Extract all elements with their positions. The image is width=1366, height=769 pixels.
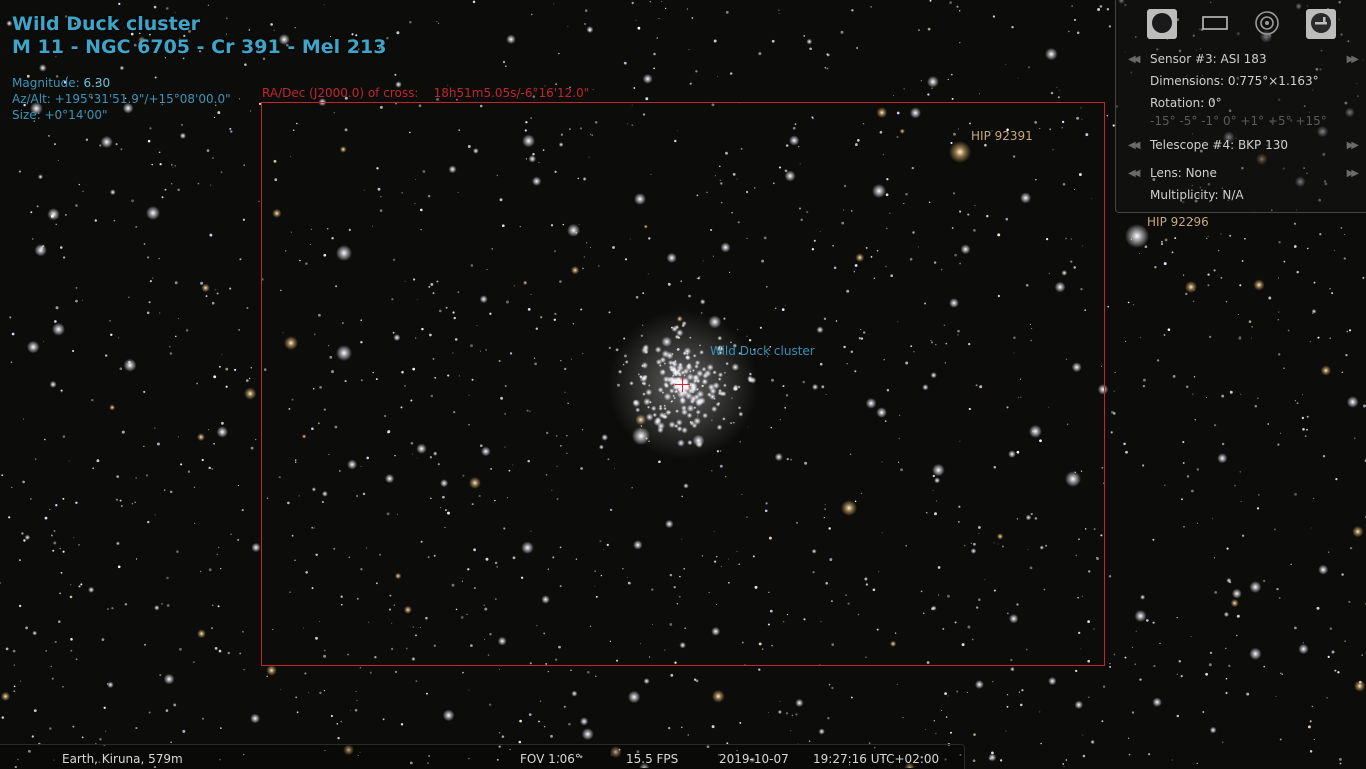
time-text[interactable]: 19:27:16 UTC+02:00	[813, 752, 940, 766]
object-title: Wild Duck cluster M 11 - NGC 6705 - Cr 3…	[12, 13, 386, 59]
ccd-sensor-frame	[261, 102, 1105, 666]
dimensions-row: Dimensions: 0.775°×1.163°	[1116, 74, 1366, 92]
prev-telescope-icon[interactable]: ◀◀	[1128, 140, 1141, 151]
rotation-steps-row: -15° -5° -1° 0° +1° +5° +15°	[1116, 114, 1366, 132]
lens-row: ◀◀ Lens: None ▶▶	[1116, 166, 1366, 184]
telescope-row: ◀◀ Telescope #4: BKP 130 ▶▶	[1116, 138, 1366, 156]
fps-text: 15.5 FPS	[626, 752, 679, 766]
prev-sensor-icon[interactable]: ◀◀	[1128, 54, 1141, 65]
azalt-line: Az/Alt: +195°31'51.9"/+15°08'00.0"	[12, 92, 231, 106]
sensor-frame-button[interactable]	[1200, 9, 1230, 39]
size-line: Size: +0°14'00"	[12, 108, 108, 122]
next-sensor-icon[interactable]: ▶▶	[1346, 54, 1360, 65]
sensor-row: ◀◀ Sensor #3: ASI 183 ▶▶	[1116, 52, 1366, 70]
telrad-icon	[1254, 10, 1280, 39]
date-text[interactable]: 2019-10-07	[719, 752, 789, 766]
rotation-label: Rotation: 0°	[1150, 96, 1222, 110]
cross-coordinates-readout: RA/Dec (J2000.0) of cross: 18h51m5.05s/-…	[262, 86, 590, 100]
sensor-frame-icon	[1202, 15, 1228, 34]
star-label-hip-92296[interactable]: HIP 92296	[1147, 215, 1209, 229]
fov-text: FOV 1.06°	[520, 752, 581, 766]
sensor-label: Sensor #3: ASI 183	[1150, 52, 1267, 66]
dimensions-label: Dimensions: 0.775°×1.163°	[1150, 74, 1319, 88]
magnitude-value: 6.30	[83, 76, 111, 90]
star-label-hip-92391[interactable]: HIP 92391	[971, 129, 1033, 143]
lens-label: Lens: None	[1150, 166, 1217, 180]
next-lens-icon[interactable]: ▶▶	[1346, 168, 1360, 179]
telrad-button[interactable]	[1252, 9, 1282, 39]
next-telescope-icon[interactable]: ▶▶	[1346, 140, 1360, 151]
object-designations: M 11 - NGC 6705 - Cr 391 - Mel 213	[12, 36, 387, 58]
bottom-status-bar: Earth, Kiruna, 579m FOV 1.06° 15.5 FPS 2…	[0, 744, 965, 769]
rotation-step-buttons[interactable]: -15° -5° -1° 0° +1° +5° +15°	[1150, 114, 1327, 128]
rotation-row: Rotation: 0°	[1116, 96, 1366, 114]
config-icon	[1309, 11, 1333, 38]
prev-lens-icon[interactable]: ◀◀	[1128, 168, 1141, 179]
location-text[interactable]: Earth, Kiruna, 579m	[62, 752, 183, 766]
ocular-config-button[interactable]	[1306, 9, 1336, 39]
object-info: Magnitude: 6.30 Az/Alt: +195°31'51.9"/+1…	[12, 75, 231, 123]
magnitude-label: Magnitude:	[12, 76, 80, 90]
cluster-label[interactable]: Wild Duck cluster	[710, 344, 815, 358]
object-name: Wild Duck cluster	[12, 13, 200, 35]
magnitude-line: Magnitude: 6.30	[12, 75, 231, 91]
oculars-panel: ◀◀ Sensor #3: ASI 183 ▶▶ Dimensions: 0.7…	[1115, 0, 1366, 213]
ocular-toggle-icon	[1150, 11, 1174, 38]
multiplicity-label: Multiplicity: N/A	[1150, 188, 1244, 202]
ocular-toggle-button[interactable]	[1147, 9, 1177, 39]
multiplicity-row: Multiplicity: N/A	[1116, 188, 1366, 206]
center-cross-marker	[675, 377, 690, 392]
telescope-label: Telescope #4: BKP 130	[1150, 138, 1288, 152]
